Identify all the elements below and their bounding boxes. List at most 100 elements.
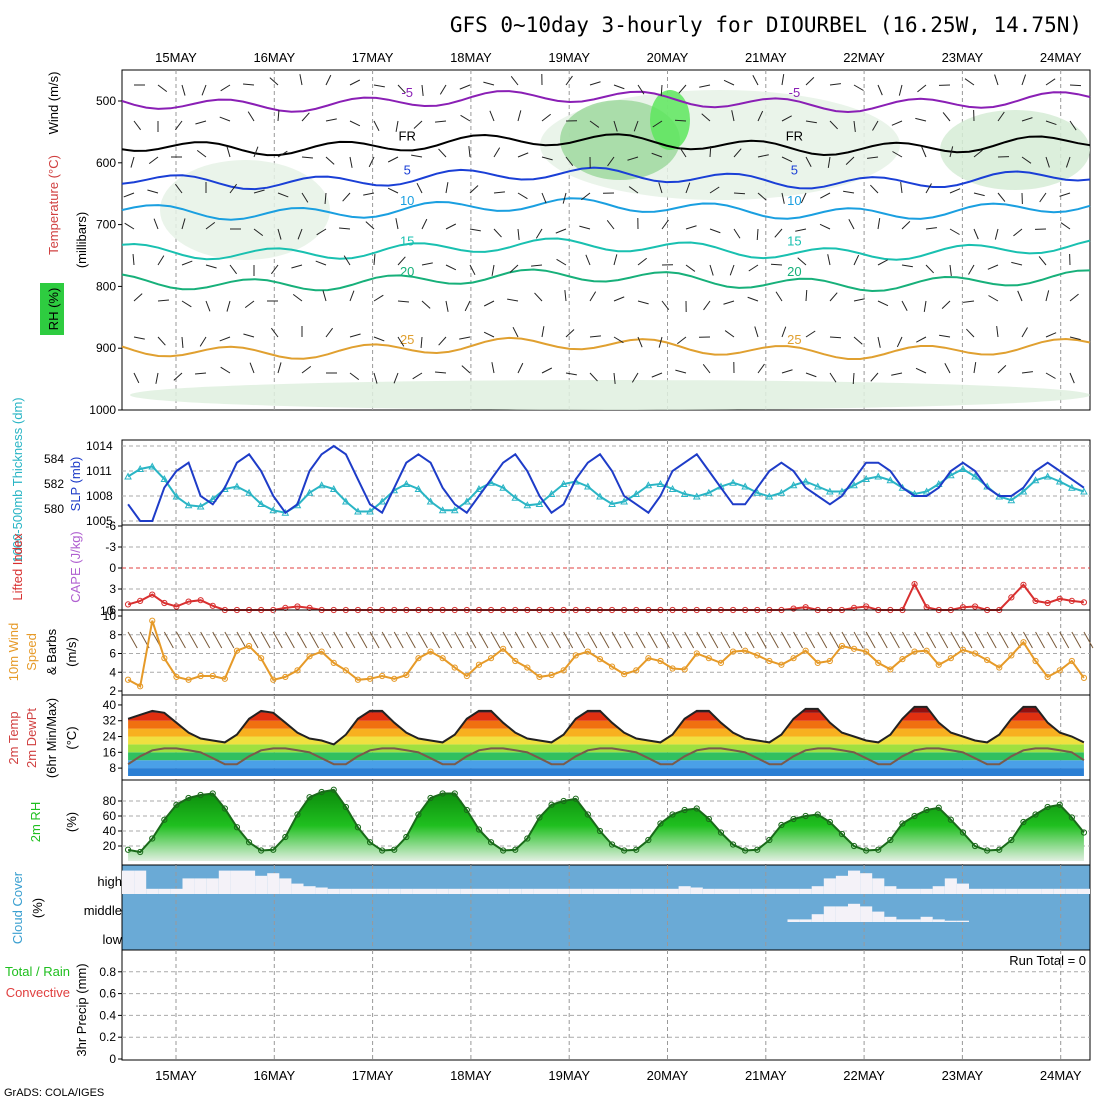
wind-barb: [301, 112, 310, 122]
surface-wind-barb: [357, 631, 368, 649]
cloud-bar-high: [424, 888, 437, 894]
wind-barb: [870, 372, 879, 382]
cloud-bar-high: [134, 870, 147, 894]
wind-barb: [205, 300, 211, 312]
surface-wind-barb: [272, 631, 283, 649]
isotherm-label: 10: [787, 193, 801, 208]
dewpoint2m-line: [127, 747, 1085, 766]
wind-barb: [627, 156, 639, 161]
cloud-bar-high: [908, 888, 921, 894]
wind-barb: [244, 300, 255, 309]
rh2m-point: [669, 811, 676, 818]
wind-speed-point: [899, 656, 906, 663]
cloud-bar-middle: [896, 919, 909, 922]
surface-wind-barb: [635, 631, 646, 649]
wind-barb: [941, 300, 951, 310]
wind-speed-point: [1008, 652, 1015, 659]
surface-wind-barb: [611, 631, 622, 649]
cloud-bar-high: [122, 870, 135, 894]
wind-barb: [434, 371, 447, 374]
thickness-point: [584, 482, 592, 490]
rh2m-point: [802, 812, 809, 820]
date-label-bottom: 22MAY: [843, 1068, 885, 1083]
wind-barb: [606, 220, 615, 230]
cloud-bar-high: [279, 878, 292, 894]
lifted-index-point: [1080, 599, 1088, 606]
thickness-point: [499, 483, 507, 491]
cloud-bar-middle: [872, 911, 885, 922]
wind-barb: [324, 192, 327, 205]
wind-barb: [483, 300, 495, 307]
thickness-point: [692, 492, 701, 500]
surface-wind-barb: [623, 631, 634, 649]
wind-speed-point: [161, 655, 168, 662]
thickness-point: [136, 464, 144, 472]
cloud-bar-middle: [860, 906, 873, 922]
wind-barb: [181, 336, 184, 349]
cloud-bar-high: [1053, 888, 1066, 894]
wind-barb: [491, 362, 495, 374]
cloud-bar-high: [727, 888, 740, 894]
wind-barb: [997, 111, 1005, 122]
wind-barb: [891, 120, 903, 126]
surface-wind-barb: [381, 631, 392, 649]
wind-speed-point: [548, 671, 555, 679]
wind-barb: [757, 154, 769, 158]
wind-barb: [652, 120, 663, 128]
wind-axis-label-b: Speed: [24, 633, 39, 671]
rh2m-ytick-label: 80: [103, 794, 117, 808]
surface-wind-barb: [127, 631, 138, 649]
rh2m-point: [838, 830, 846, 838]
wind-speed-point: [1068, 657, 1075, 665]
rh2m-point: [354, 824, 362, 831]
wind-barb: [677, 336, 687, 345]
footer-credit: GrADS: COLA/IGES: [4, 1087, 104, 1099]
wind-barb: [852, 372, 855, 385]
rh2m-point: [742, 847, 749, 854]
wind-barb: [373, 120, 380, 132]
date-label-bottom: 17MAY: [352, 1068, 394, 1083]
wind-barb: [157, 299, 170, 302]
precip-frame: [121, 949, 1091, 1061]
wind-barb: [973, 192, 985, 197]
rh2m-point: [1008, 836, 1015, 844]
thickness-point: [705, 488, 713, 496]
rh2m-point: [475, 826, 483, 833]
cloud-bar-high: [618, 888, 631, 894]
date-label-top: 18MAY: [450, 50, 492, 65]
rh2m-point: [524, 835, 531, 842]
thickness-point: [898, 483, 907, 491]
thickness-point: [765, 492, 774, 500]
thickness-point: [1055, 477, 1064, 485]
temp-band: [128, 736, 1084, 745]
wind-barb: [637, 300, 649, 305]
wind-barb: [613, 296, 625, 302]
date-label-top: 22MAY: [843, 50, 885, 65]
wind-barb: [277, 150, 288, 158]
wind-barb: [253, 228, 264, 237]
wind-barb: [325, 156, 335, 165]
cloud-bar-high: [182, 878, 195, 894]
isotherm-label: 25: [400, 332, 414, 347]
lifted-index-point: [161, 599, 168, 607]
wind-speed-point: [959, 646, 967, 653]
cloud-bar-high: [158, 888, 171, 894]
cloud-level-label: middle: [84, 903, 122, 918]
wind-barb: [277, 228, 282, 240]
cloud-bar-high: [1005, 888, 1018, 894]
cloud-bar-high: [956, 883, 969, 894]
lifted-index-point: [911, 581, 918, 588]
rh2m-point: [790, 815, 797, 823]
wind-barb: [270, 264, 279, 275]
wind-speed-point: [427, 648, 434, 655]
wind-barb: [827, 156, 831, 168]
surface-wind-barb: [1023, 631, 1033, 649]
slp-tick-label: 1014: [86, 439, 113, 453]
rh2m-point: [330, 786, 337, 793]
wind-barb: [994, 74, 999, 86]
wind-barb: [373, 253, 376, 266]
wind-speed-point: [366, 675, 374, 682]
wind-barb: [733, 148, 742, 158]
surface-wind-barb: [720, 631, 731, 649]
surface-wind-barb: [575, 631, 586, 649]
